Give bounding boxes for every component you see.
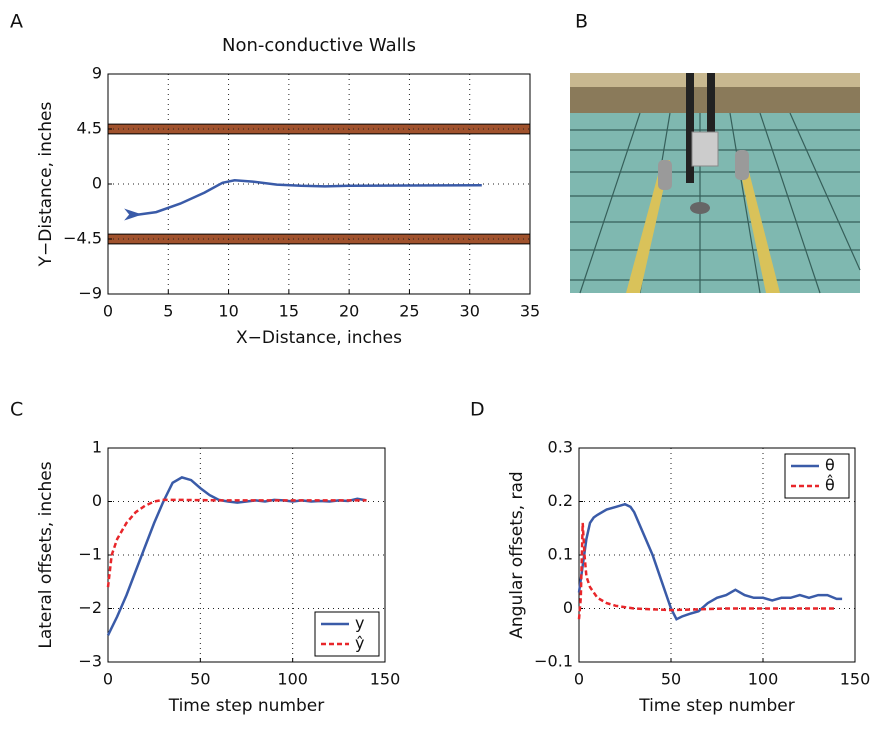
y-tick-label: −4.5 <box>63 229 102 248</box>
series-line <box>137 179 482 216</box>
rail <box>626 160 670 293</box>
panel-label: D <box>470 399 485 421</box>
x-axis-label: X−Distance, inches <box>236 328 402 348</box>
y-axis-label: Lateral offsets, inches <box>36 461 56 648</box>
x-tick-label: 150 <box>840 670 871 689</box>
sensor-box <box>691 131 719 167</box>
y-tick-label: 0 <box>563 598 573 617</box>
y-axis-label: Angular offsets, rad <box>507 471 527 638</box>
y-tick-label: 1 <box>92 438 102 457</box>
y-tick-label: −1 <box>78 545 102 564</box>
robot <box>690 202 710 214</box>
x-tick-label: 150 <box>370 670 401 689</box>
legend-label: θ̂ <box>825 475 835 495</box>
photo <box>570 73 861 294</box>
chart-title: Non-conductive Walls <box>222 35 416 56</box>
y-tick-label: 4.5 <box>77 119 102 138</box>
y-tick-label: −2 <box>78 598 102 617</box>
y-tick-label: 0 <box>92 491 102 510</box>
x-tick-label: 5 <box>163 302 173 321</box>
x-tick-label: 30 <box>460 302 480 321</box>
y-tick-label: −9 <box>78 284 102 303</box>
legend-box <box>784 453 850 499</box>
x-tick-label: 50 <box>661 670 681 689</box>
plot-frame <box>578 447 856 663</box>
legend-box <box>314 611 380 657</box>
y-tick-label: 0.3 <box>548 438 573 457</box>
panel-label: C <box>10 399 23 421</box>
legend-label: θ <box>825 456 835 475</box>
x-tick-label: 35 <box>520 302 540 321</box>
panel-label: A <box>10 11 23 33</box>
y-axis-label: Y−Distance, inches <box>36 102 56 268</box>
legend-label: ŷ <box>355 634 364 653</box>
plot-frame <box>107 447 386 663</box>
electrode <box>735 150 749 180</box>
rod <box>686 73 694 183</box>
x-tick-label: 20 <box>339 302 359 321</box>
y-tick-label: −3 <box>78 652 102 671</box>
plot-frame <box>107 73 531 295</box>
x-tick-label: 0 <box>103 670 113 689</box>
x-axis-label: Time step number <box>638 696 795 716</box>
x-tick-label: 25 <box>399 302 419 321</box>
series-line <box>577 522 837 620</box>
x-tick-label: 10 <box>218 302 238 321</box>
y-tick-label: 0.1 <box>548 545 573 564</box>
panel-label: B <box>575 11 588 33</box>
x-tick-label: 15 <box>279 302 299 321</box>
x-tick-label: 0 <box>103 302 113 321</box>
rail <box>738 160 780 293</box>
x-tick-label: 100 <box>277 670 308 689</box>
x-axis-label: Time step number <box>168 696 325 716</box>
y-tick-label: 0 <box>92 174 102 193</box>
series-line <box>577 502 843 621</box>
x-tick-label: 0 <box>574 670 584 689</box>
electrode <box>658 160 672 190</box>
y-tick-label: 0.2 <box>548 491 573 510</box>
series-line <box>106 498 367 588</box>
rod <box>707 73 715 133</box>
x-tick-label: 50 <box>190 670 210 689</box>
x-tick-label: 100 <box>748 670 779 689</box>
start-arrow <box>124 208 143 221</box>
y-tick-label: −0.1 <box>534 652 573 671</box>
legend-label: y <box>355 614 364 633</box>
y-tick-label: 9 <box>92 64 102 83</box>
